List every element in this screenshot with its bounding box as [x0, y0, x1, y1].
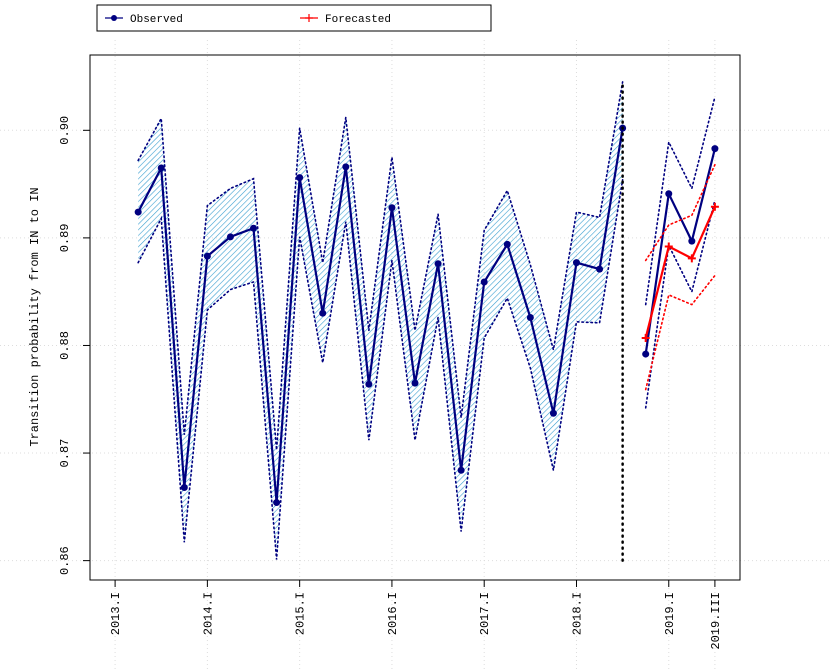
legend-marker	[111, 15, 117, 21]
lower-bound	[137, 178, 624, 560]
legend: Observed Forecasted	[96, 4, 492, 32]
x-tick-label: 2018.I	[570, 592, 584, 635]
y-axis-label: Transition probability from IN to IN	[28, 187, 42, 446]
y-tick-label: 0.90	[58, 116, 72, 145]
point	[688, 237, 696, 245]
point	[250, 224, 258, 232]
point	[434, 260, 442, 268]
series-line	[644, 206, 716, 339]
point	[480, 278, 488, 286]
point	[641, 333, 650, 342]
point	[411, 379, 419, 387]
plot-frame	[89, 54, 741, 581]
point	[203, 252, 211, 260]
point	[503, 240, 511, 248]
point	[342, 163, 350, 171]
y-tick-label: 0.89	[58, 223, 72, 252]
point	[157, 164, 165, 172]
point	[388, 204, 396, 212]
point	[457, 466, 465, 474]
lower-bound	[644, 274, 716, 391]
legend-box	[96, 4, 492, 32]
legend-label: Forecasted	[325, 14, 391, 26]
x-tick-label: 2013.I	[109, 592, 123, 635]
confidence-band	[138, 81, 623, 560]
x-tick-label: 2015.I	[294, 592, 308, 635]
point	[226, 233, 234, 241]
legend-marker	[305, 14, 313, 22]
x-tick-label: 2014.I	[201, 592, 215, 635]
y-tick-label: 0.88	[58, 331, 72, 360]
axes: 0.86 0.87 0.88 0.89 0.90 2013.I 2014.I 2015.I 20…	[58, 116, 723, 650]
y-tick-label: 0.87	[58, 439, 72, 468]
point	[710, 202, 719, 211]
x-tick-label: 2019.III	[709, 592, 723, 650]
upper-bound	[137, 81, 624, 450]
x-tick-label: 2017.I	[478, 592, 492, 635]
point	[273, 499, 281, 507]
point	[665, 190, 673, 198]
point	[319, 309, 327, 317]
point	[134, 208, 142, 216]
point	[572, 259, 580, 267]
point	[642, 350, 650, 358]
point	[365, 380, 373, 388]
upper-bound	[644, 96, 716, 306]
series-line	[137, 127, 624, 503]
point	[549, 409, 557, 417]
point	[526, 314, 534, 321]
point	[180, 483, 188, 491]
point	[296, 174, 304, 182]
series-line	[644, 148, 716, 355]
lower-bound	[644, 199, 716, 409]
point	[664, 242, 673, 251]
plot	[134, 80, 719, 562]
legend-label: Observed	[130, 14, 183, 26]
point	[687, 254, 696, 263]
x-tick-label: 2016.I	[386, 592, 400, 635]
y-tick-label: 0.86	[58, 546, 72, 575]
point	[596, 265, 604, 273]
x-tick-label: 2019.I	[663, 592, 677, 635]
point	[711, 145, 719, 153]
upper-bound	[644, 163, 716, 262]
